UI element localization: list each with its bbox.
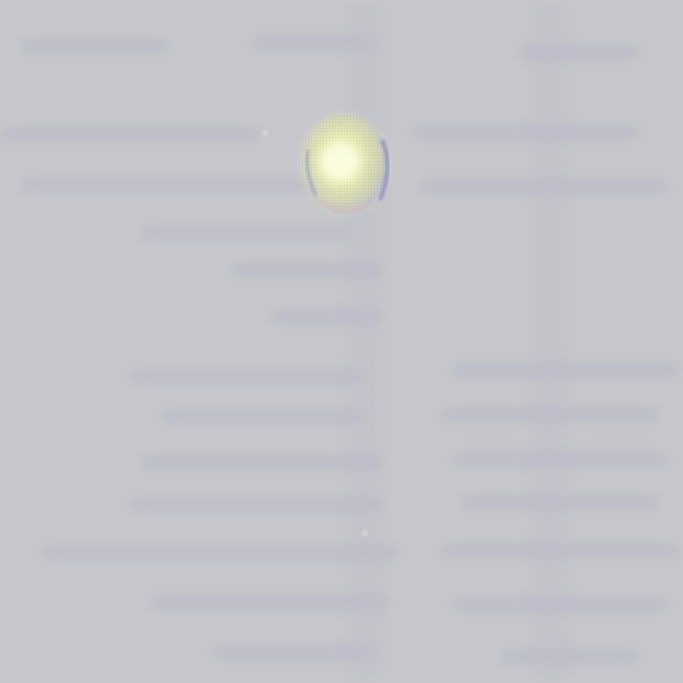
- ghost-line: [40, 548, 400, 557]
- ghost-line: [210, 648, 370, 657]
- ghost-line: [270, 312, 380, 321]
- ghost-line: [130, 372, 360, 381]
- dust-speck: [262, 130, 268, 136]
- ghost-line: [520, 48, 640, 57]
- ghost-column: [530, 0, 570, 683]
- ghost-line: [160, 412, 360, 421]
- ghost-line: [410, 128, 640, 137]
- ghost-line: [0, 130, 260, 139]
- ghost-line: [150, 598, 390, 607]
- glowing-droplet: [301, 114, 390, 214]
- ghost-line: [130, 500, 380, 509]
- ghost-line: [450, 455, 670, 464]
- ghost-line: [230, 266, 380, 275]
- ghost-line: [20, 180, 320, 189]
- ghost-line: [20, 42, 170, 51]
- droplet-highlight: [320, 142, 360, 182]
- ghost-line: [450, 366, 680, 375]
- ghost-line: [250, 38, 370, 47]
- ghost-line: [460, 498, 660, 507]
- droplet-rim-left: [305, 149, 318, 197]
- ghost-line: [140, 458, 380, 467]
- ghost-column: [345, 0, 385, 683]
- ghost-line: [440, 546, 680, 555]
- ghost-line: [140, 228, 350, 237]
- ghost-line: [420, 182, 670, 191]
- dust-speck: [362, 530, 368, 536]
- ghost-line: [450, 600, 670, 609]
- droplet-bottom-tint: [317, 198, 373, 211]
- droplet-rim-right: [378, 139, 390, 201]
- ghost-line: [440, 410, 660, 419]
- ghost-line: [500, 652, 640, 661]
